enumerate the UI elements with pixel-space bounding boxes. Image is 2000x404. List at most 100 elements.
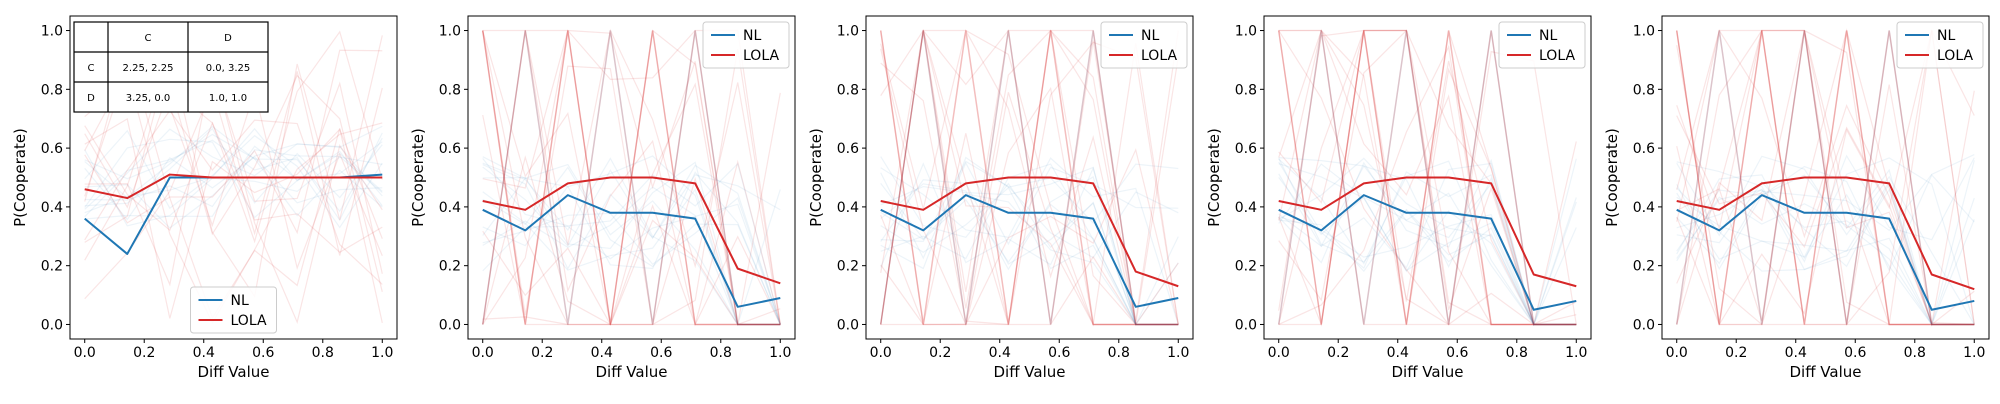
y-tick-label: 0.6	[1235, 141, 1257, 157]
nl-trajectory	[1677, 158, 1975, 325]
chart-panel-5: 0.0 0.2 0.4 0.6 0.8 1.0 0.0 0.2 0.4 0.6 0.8 1.0 Diff…	[1603, 16, 1989, 381]
x-tick-label: 0.0	[1666, 345, 1688, 361]
lola-legend-label: LOLA	[231, 313, 267, 329]
x-axis-label: Diff Value	[993, 363, 1065, 381]
y-axis-label: P(Cooperate)	[807, 128, 825, 227]
x-axis-label: Diff Value	[1789, 363, 1861, 381]
x-tick-label: 0.4	[193, 345, 215, 361]
payoff-table: C D C 2.25, 2.25 0.0, 3.25 D 3.25, 0.0 1.0, 1.0	[74, 22, 268, 112]
legend: NL LOLA	[1101, 22, 1187, 68]
nl-legend-label: NL	[743, 28, 761, 44]
y-tick-label: 0.0	[439, 317, 461, 333]
lola-legend-label: LOLA	[1539, 48, 1575, 64]
payoff-cell: 0.0, 3.25	[206, 63, 251, 74]
payoff-cell: 3.25, 0.0	[126, 93, 171, 104]
y-axis-label: P(Cooperate)	[1603, 128, 1621, 227]
nl-trajectory	[1279, 163, 1577, 324]
nl-legend-label: NL	[1937, 28, 1955, 44]
legend: NL LOLA	[1499, 22, 1585, 68]
y-tick-label: 0.4	[837, 200, 859, 216]
x-tick-label: 0.2	[531, 345, 553, 361]
lola-legend-label: LOLA	[743, 48, 779, 64]
x-tick-label: 1.0	[1963, 345, 1985, 361]
x-tick-label: 0.4	[989, 345, 1011, 361]
payoff-col-header: D	[224, 33, 232, 44]
payoff-row-header: D	[87, 93, 95, 104]
y-tick-label: 1.0	[439, 24, 461, 40]
x-tick-label: 1.0	[769, 345, 791, 361]
lola-trajectory	[1279, 47, 1577, 325]
x-tick-label: 0.6	[1446, 345, 1468, 361]
x-tick-label: 0.6	[650, 345, 672, 361]
nl-legend-label: NL	[1141, 28, 1159, 44]
nl-legend-label: NL	[1539, 28, 1557, 44]
y-tick-label: 0.4	[1633, 200, 1655, 216]
y-tick-label: 0.8	[439, 82, 461, 98]
x-tick-label: 1.0	[371, 345, 393, 361]
x-tick-label: 0.8	[1108, 345, 1130, 361]
payoff-col-header: C	[145, 33, 152, 44]
x-tick-label: 0.6	[1844, 345, 1866, 361]
y-axis-label: P(Cooperate)	[1205, 128, 1223, 227]
x-tick-label: 0.8	[1904, 345, 1926, 361]
y-tick-label: 0.2	[837, 259, 859, 275]
y-tick-label: 0.6	[1633, 141, 1655, 157]
chart-panel-2: 0.0 0.2 0.4 0.6 0.8 1.0 0.0 0.2 0.4 0.6 0.8 1.0 Diff…	[409, 16, 795, 381]
y-tick-label: 0.6	[41, 141, 63, 157]
x-tick-label: 0.8	[710, 345, 732, 361]
x-tick-label: 0.8	[312, 345, 334, 361]
y-tick-label: 0.2	[1633, 259, 1655, 275]
lola-legend-label: LOLA	[1141, 48, 1177, 64]
x-tick-label: 0.2	[133, 345, 155, 361]
y-tick-label: 0.0	[41, 317, 63, 333]
x-tick-label: 0.6	[1048, 345, 1070, 361]
y-tick-label: 0.4	[41, 200, 63, 216]
y-tick-label: 1.0	[41, 24, 63, 40]
nl-trajectory	[85, 126, 383, 211]
payoff-cell: 2.25, 2.25	[123, 63, 174, 74]
x-tick-label: 0.0	[472, 345, 494, 361]
x-tick-label: 0.2	[929, 345, 951, 361]
y-tick-label: 0.2	[439, 259, 461, 275]
y-tick-label: 0.2	[1235, 259, 1257, 275]
y-tick-label: 0.6	[439, 141, 461, 157]
payoff-row-header: C	[88, 63, 95, 74]
legend: NL LOLA	[191, 287, 277, 333]
nl-mean-line	[1279, 195, 1577, 310]
x-axis-label: Diff Value	[595, 363, 667, 381]
y-tick-label: 1.0	[1633, 24, 1655, 40]
nl-legend-label: NL	[231, 293, 249, 309]
x-tick-label: 0.8	[1506, 345, 1528, 361]
y-tick-label: 0.2	[41, 259, 63, 275]
y-tick-label: 0.8	[837, 82, 859, 98]
y-tick-label: 0.0	[1633, 317, 1655, 333]
x-tick-label: 0.2	[1327, 345, 1349, 361]
x-axis-label: Diff Value	[1391, 363, 1463, 381]
payoff-cell: 1.0, 1.0	[209, 93, 247, 104]
y-tick-label: 0.4	[439, 200, 461, 216]
legend: NL LOLA	[703, 22, 789, 68]
y-tick-label: 0.8	[1235, 82, 1257, 98]
x-tick-label: 0.0	[870, 345, 892, 361]
y-tick-label: 0.6	[837, 141, 859, 157]
x-tick-label: 0.4	[1785, 345, 1807, 361]
y-tick-label: 0.8	[41, 82, 63, 98]
y-tick-label: 1.0	[1235, 24, 1257, 40]
y-tick-label: 0.8	[1633, 82, 1655, 98]
x-tick-label: 0.0	[74, 345, 96, 361]
nl-mean-line	[1677, 195, 1975, 310]
x-tick-label: 0.4	[591, 345, 613, 361]
y-axis-label: P(Cooperate)	[409, 128, 427, 227]
y-axis-label: P(Cooperate)	[11, 128, 29, 227]
x-tick-label: 0.2	[1725, 345, 1747, 361]
x-tick-label: 1.0	[1167, 345, 1189, 361]
y-tick-label: 0.4	[1235, 200, 1257, 216]
x-tick-label: 0.4	[1387, 345, 1409, 361]
y-tick-label: 0.0	[1235, 317, 1257, 333]
